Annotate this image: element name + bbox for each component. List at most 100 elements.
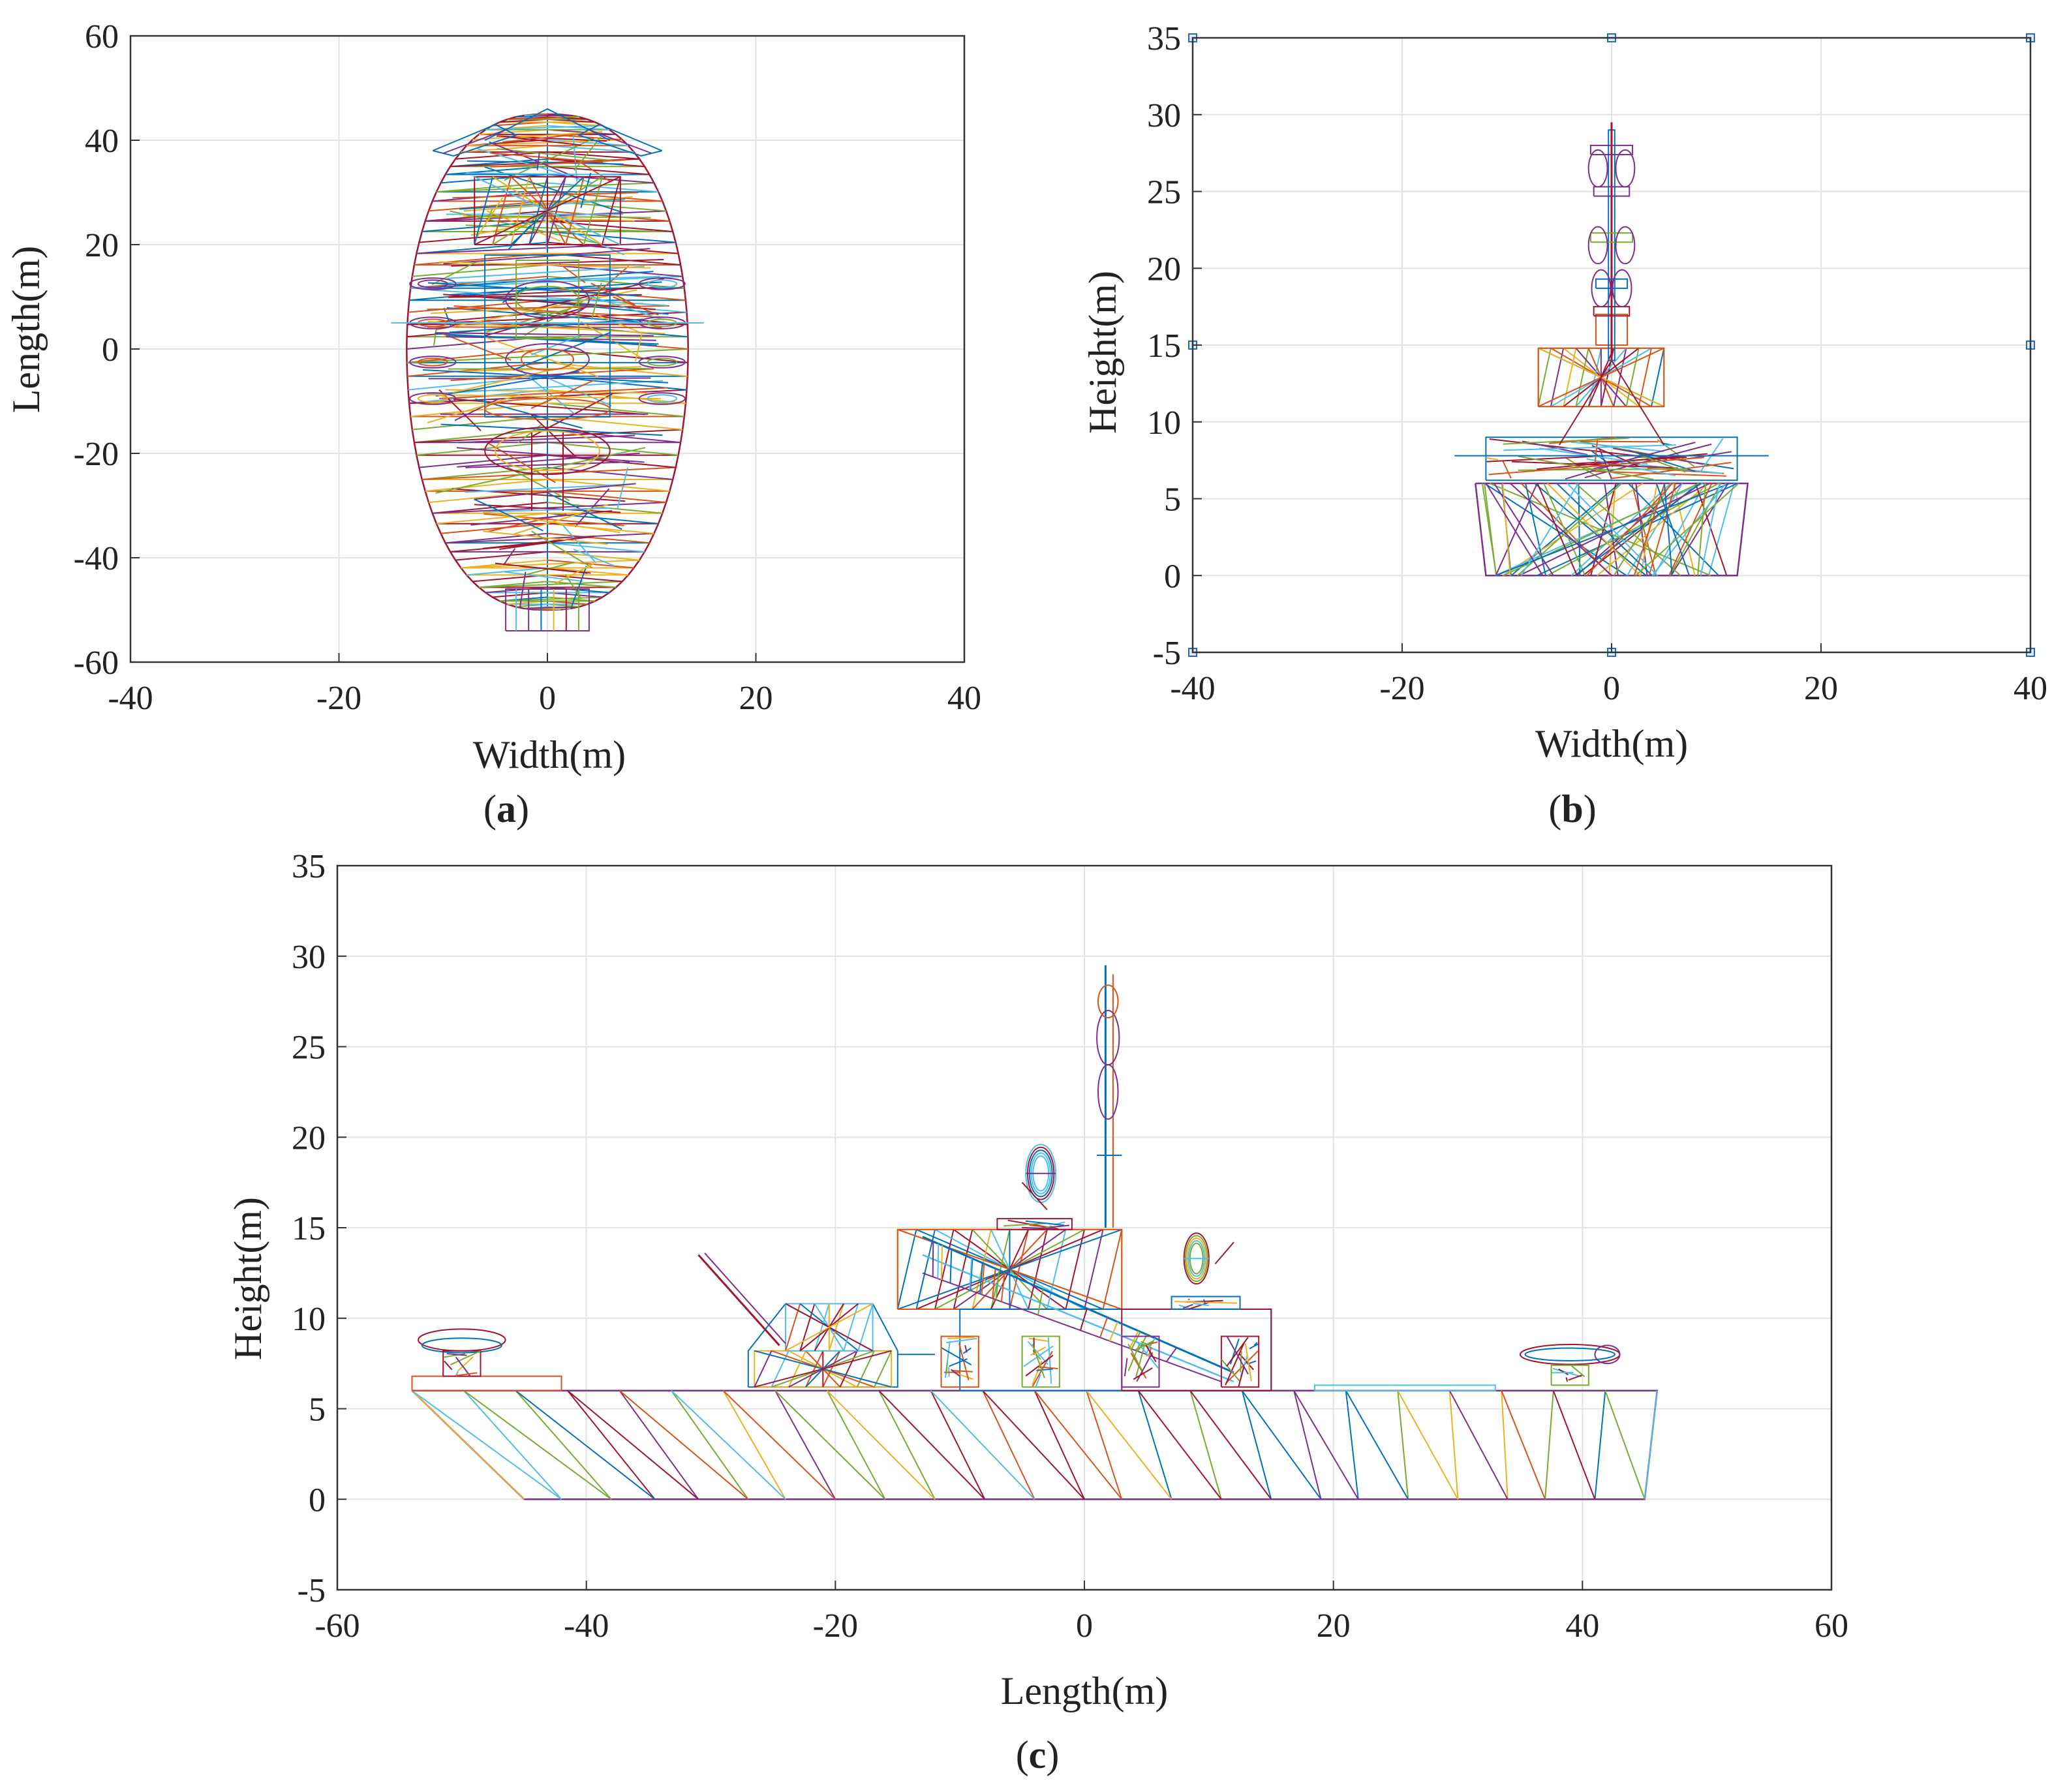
hull-mesh-edge bbox=[483, 305, 591, 337]
panel-b-yticks: -5 0 5 10 15 20 25 30 35 bbox=[1147, 20, 1202, 672]
deck-band-edge bbox=[1486, 455, 1603, 463]
fwd-block-mesh-edge bbox=[799, 1303, 816, 1351]
deck-unit-edge bbox=[1135, 1340, 1154, 1350]
superstructure-front-edge bbox=[1651, 348, 1665, 407]
panel-a-xlabel: Width(m) bbox=[473, 733, 626, 776]
panel-b: -40 -20 0 20 40 -5 0 5 10 15 20 25 30 35 Width(m) He… bbox=[1081, 20, 2047, 830]
hull-mesh-edge bbox=[502, 286, 527, 303]
hull-mesh-edge bbox=[507, 136, 581, 146]
deck-band-edge bbox=[1565, 464, 1612, 480]
y-tick-label: -40 bbox=[74, 540, 119, 577]
fwd-mount-base-edge bbox=[1565, 1377, 1569, 1382]
hull-mesh-edge bbox=[502, 548, 516, 566]
panel-c-plot bbox=[336, 864, 1833, 1591]
hull-front-edge bbox=[1700, 483, 1721, 576]
y-tick-label: 20 bbox=[85, 227, 119, 264]
hull-side-edge bbox=[1397, 1390, 1409, 1500]
hull-side-edge bbox=[774, 1390, 836, 1500]
panel-b-xticks: -40 -20 0 20 40 bbox=[1170, 643, 2047, 707]
deck-unit-edge bbox=[1226, 1336, 1249, 1374]
deck-unit-edge bbox=[1253, 1342, 1258, 1346]
hull-mesh-edge bbox=[465, 196, 633, 212]
aft-mount-base-edge bbox=[455, 1356, 471, 1377]
y-tick-label: -20 bbox=[74, 436, 119, 473]
deck-unit-edge bbox=[958, 1343, 970, 1380]
hull-mesh-edge bbox=[452, 369, 552, 393]
hull-mesh-edge bbox=[445, 389, 647, 394]
panel-c: -60 -40 -20 0 20 40 60 -5 0 5 10 15 20 25 30 35 Length… bbox=[226, 848, 1848, 1776]
gun-barrel-fwd bbox=[704, 1253, 786, 1344]
radar-base-edge bbox=[1202, 1299, 1206, 1303]
hull-mesh-edge bbox=[440, 423, 663, 436]
hull-mesh-edge bbox=[432, 502, 548, 514]
deck-band-edge bbox=[1586, 458, 1676, 476]
fwd-block-mesh-edge bbox=[785, 1303, 801, 1351]
bridge-block-edge bbox=[474, 176, 494, 245]
deck-unit-edge bbox=[1144, 1343, 1157, 1363]
hull-front-edge bbox=[1694, 483, 1728, 576]
fwd-block-mesh-edge bbox=[754, 1350, 892, 1388]
x-tick-label: 40 bbox=[2013, 670, 2047, 707]
x-tick-label: 20 bbox=[1804, 670, 1838, 707]
hull-side-edge bbox=[1034, 1390, 1123, 1500]
panel-b-ylabel: Height(m) bbox=[1081, 271, 1124, 434]
deck-unit-edge bbox=[1023, 1345, 1054, 1367]
y-tick-label: 0 bbox=[102, 331, 119, 369]
deck-band-edge bbox=[1591, 470, 1726, 477]
panel-b-caption-open: ( bbox=[1548, 787, 1561, 830]
hull-mesh-edge bbox=[414, 429, 683, 444]
fwd-block-mesh-edge bbox=[771, 1350, 789, 1388]
crane-boom-web bbox=[992, 1268, 996, 1299]
crane-boom-web bbox=[1079, 1308, 1088, 1331]
superstructure-front-edge bbox=[1638, 348, 1652, 407]
hull-side-edge bbox=[463, 1390, 562, 1500]
hull-mesh-edge bbox=[613, 296, 659, 316]
bridge-block-edge bbox=[565, 176, 585, 245]
deck-unit-edge bbox=[1032, 1344, 1045, 1378]
y-tick-label: 60 bbox=[85, 18, 119, 55]
deck-unit bbox=[1121, 1335, 1160, 1388]
fwd-block-mesh-edge bbox=[822, 1350, 841, 1388]
x-tick-label: -40 bbox=[108, 680, 153, 717]
hull-side-edge bbox=[1501, 1390, 1546, 1500]
crane-boom-web bbox=[1037, 1289, 1044, 1315]
hull-mesh-edge bbox=[505, 130, 603, 139]
hull-side-edge bbox=[1604, 1390, 1646, 1500]
hull-side-edge bbox=[1644, 1390, 1658, 1500]
x-tick-label: 0 bbox=[539, 680, 556, 717]
x-tick-label: -60 bbox=[314, 1607, 360, 1645]
hull-side-edge bbox=[671, 1390, 786, 1500]
y-tick-label: 5 bbox=[309, 1391, 326, 1429]
hull-mesh-edge bbox=[483, 511, 620, 534]
hull-front-edge bbox=[1502, 483, 1511, 576]
hull-mesh-edge bbox=[484, 166, 623, 213]
fwd-mount-base bbox=[1550, 1364, 1589, 1386]
panel-c-caption: (c) bbox=[1016, 1733, 1060, 1776]
deck-band-edge bbox=[1638, 454, 1686, 473]
hull-mesh-edge bbox=[547, 210, 670, 222]
deck-unit-edge bbox=[1244, 1343, 1252, 1382]
mast-sensor bbox=[1615, 149, 1636, 188]
x-tick-label: 40 bbox=[947, 680, 981, 717]
radar-base bbox=[1171, 1296, 1241, 1310]
hull-mesh-edge bbox=[635, 332, 643, 361]
tripod-leg bbox=[1611, 359, 1665, 446]
hull-side-edge bbox=[1552, 1390, 1596, 1500]
fwd-block-mesh-edge bbox=[788, 1350, 806, 1388]
hull-mesh-edge bbox=[428, 490, 548, 504]
mast-sensor bbox=[1612, 269, 1632, 308]
side-mount bbox=[647, 279, 678, 288]
hull-mesh-edge bbox=[547, 542, 645, 553]
fwd-mount bbox=[1524, 1347, 1615, 1361]
deck-band-edge bbox=[1486, 457, 1499, 461]
hull-mesh-edge bbox=[445, 532, 548, 544]
y-tick-label: 5 bbox=[1164, 481, 1181, 519]
deck-unit bbox=[940, 1335, 979, 1388]
hull-side-edge bbox=[774, 1390, 886, 1500]
hull-mesh-edge bbox=[554, 562, 595, 585]
deck-unit-edge bbox=[1225, 1342, 1245, 1386]
superstructure-front-edge bbox=[1550, 348, 1565, 407]
hull-mesh-edge bbox=[483, 507, 610, 513]
y-tick-label: -5 bbox=[1153, 635, 1181, 672]
